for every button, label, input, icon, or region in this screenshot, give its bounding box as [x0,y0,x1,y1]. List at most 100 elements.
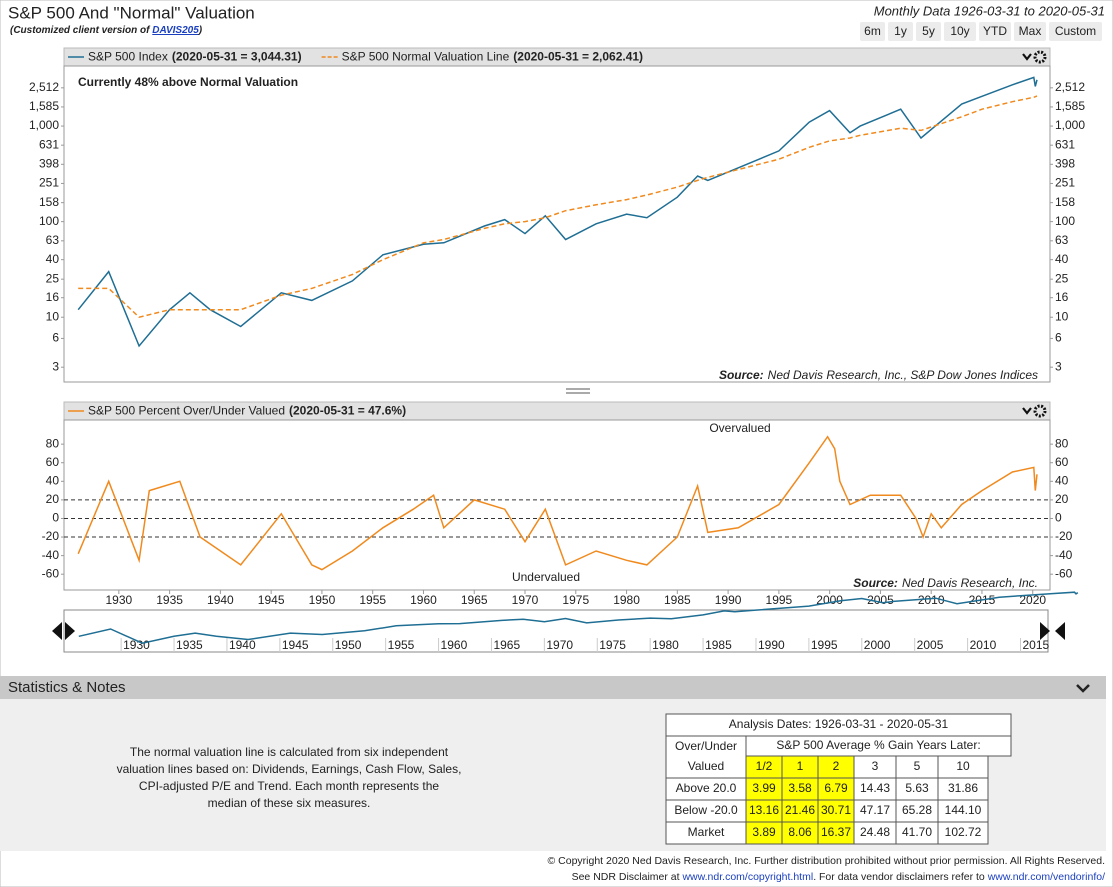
table-value: 14.43 [860,781,890,795]
range-button-label[interactable]: YTD [983,24,1007,38]
range-button-label[interactable]: Max [1019,24,1042,38]
range-button[interactable] [860,22,885,41]
series-line [78,95,1038,319]
range-button[interactable] [888,22,913,41]
range-button-label[interactable]: 6m [864,24,881,38]
navigator-tick-label: 1995 [811,638,838,652]
y-tick-label: 6 [1055,331,1062,345]
table-value: 47.17 [860,803,890,817]
range-button-label[interactable]: Custom [1055,24,1096,38]
chart: S&P 500 Index (2020-05-31 = 3,044.31) S&P … [29,47,1085,383]
y-tick-label: 251 [1055,176,1075,190]
y-tick-label: 398 [1055,156,1075,170]
stats-chevron[interactable] [1076,684,1090,693]
table-value: 21.46 [785,803,815,817]
table-row-label: Above 20.0 [676,781,737,795]
y-tick-label: 60 [46,455,60,469]
y-tick-label: -60 [1055,566,1073,580]
x-tick-label: 1980 [613,593,640,607]
range-button[interactable] [1049,22,1102,41]
legend-name: S&P 500 Index [88,50,168,64]
y-tick-label: -40 [1055,548,1073,562]
table-value: 3.58 [788,781,812,795]
navigator-handle[interactable] [1040,622,1065,640]
range-button[interactable] [1014,22,1046,41]
y-tick-label: 1,000 [1055,118,1085,132]
y-tick-label: -60 [42,566,60,580]
stats-bar[interactable] [0,676,1106,699]
y-tick-label: 16 [46,290,60,304]
navigator-tick-label: 1980 [652,638,679,652]
footer-link[interactable]: www.ndr.com/vendorinfo/ [987,871,1105,883]
source-label: Source: [853,576,898,590]
annotation: Undervalued [512,570,580,584]
table-value: 31.86 [948,781,978,795]
legend-value: (2020-05-31 = 2,062.41) [513,50,643,64]
subtitle-link[interactable]: DAVIS205 [152,25,199,36]
date-range: Monthly Data 1926-03-31 to 2020-05-31 [874,3,1105,18]
table-period: 2 [833,759,840,773]
table-value: 8.06 [788,825,812,839]
navigator-handle[interactable] [52,622,75,640]
navigator-tick-label: 1990 [758,638,785,652]
range-button[interactable] [916,22,941,41]
y-tick-label: 60 [1055,455,1069,469]
footer-link[interactable]: www.ndr.com/copyright.html [681,871,813,883]
y-tick-label: 1,585 [29,99,59,113]
note-line: The normal valuation line is calculated … [130,745,449,759]
table-value: 5.63 [905,781,929,795]
table-value: 41.70 [902,825,932,839]
table-period: 10 [956,759,970,773]
table-value: 102.72 [945,825,982,839]
navigator-tick-label: 2010 [970,638,997,652]
legend-name: S&P 500 Normal Valuation Line [342,50,510,64]
table-cell [937,821,989,845]
table-title: Analysis Dates: 1926-03-31 - 2020-05-31 [729,717,949,731]
navigator-tick-label: 1965 [493,638,520,652]
chart-menu[interactable] [1022,53,1032,61]
plot-area [63,65,1051,383]
y-tick-label: 2,512 [29,80,59,94]
y-tick-label: 25 [1055,271,1069,285]
chart-settings[interactable] [1033,404,1047,418]
subtitle-suffix: ) [198,25,203,36]
y-tick-label: 0 [52,511,59,525]
y-tick-label: 631 [1055,137,1075,151]
y-tick-label: -20 [1055,529,1073,543]
range-button-label[interactable]: 5y [922,24,935,38]
table-value: 13.16 [749,803,779,817]
stats-title: Statistics & Notes [8,679,126,696]
table-value: 65.28 [902,803,932,817]
navigator-tick-label: 1940 [229,638,256,652]
navigator-line [78,591,1079,644]
range-button[interactable] [944,22,976,41]
range-button-label[interactable]: 10y [950,24,969,38]
x-tick-label: 1940 [207,593,234,607]
x-tick-label: 1990 [715,593,742,607]
table-row-header: Valued [688,759,724,773]
table-period: 5 [914,759,921,773]
y-tick-label: 1,585 [1055,99,1085,113]
chart-settings[interactable] [1033,50,1047,64]
y-tick-label: 631 [39,137,59,151]
x-tick-label: 1935 [156,593,183,607]
table-period: 1 [797,759,804,773]
x-tick-label: 1950 [309,593,336,607]
x-tick-label: 1985 [664,593,691,607]
y-tick-label: 16 [1055,290,1069,304]
table-group-header: S&P 500 Average % Gain Years Later: [776,738,980,752]
x-tick-label: 1975 [562,593,589,607]
y-tick-label: 40 [46,473,60,487]
annotation: Overvalued [709,421,770,435]
table-period: 3 [872,759,879,773]
chart-menu[interactable] [1022,407,1032,415]
range-button-label[interactable]: 1y [894,24,907,38]
footer-text: . For data vendor disclaimers refer to [813,871,988,883]
splitter [566,388,590,394]
navigator-tick-label: 1945 [282,638,309,652]
legend-value: (2020-05-31 = 3,044.31) [172,50,302,64]
legend-value: (2020-05-31 = 47.6%) [289,404,406,418]
range-button[interactable] [979,22,1011,41]
y-tick-label: 2,512 [1055,80,1085,94]
y-tick-label: 40 [1055,252,1069,266]
